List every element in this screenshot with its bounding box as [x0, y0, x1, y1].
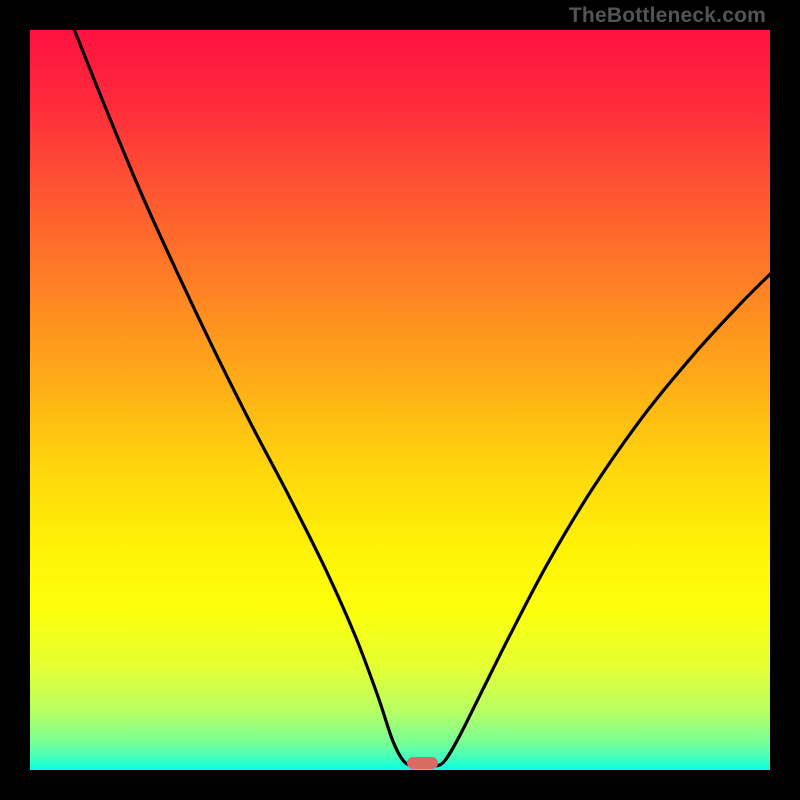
optimal-marker [407, 757, 438, 769]
chart-frame: TheBottleneck.com [0, 0, 800, 800]
gradient-background [30, 30, 770, 770]
plot-area [30, 30, 770, 770]
watermark-text: TheBottleneck.com [569, 4, 766, 28]
